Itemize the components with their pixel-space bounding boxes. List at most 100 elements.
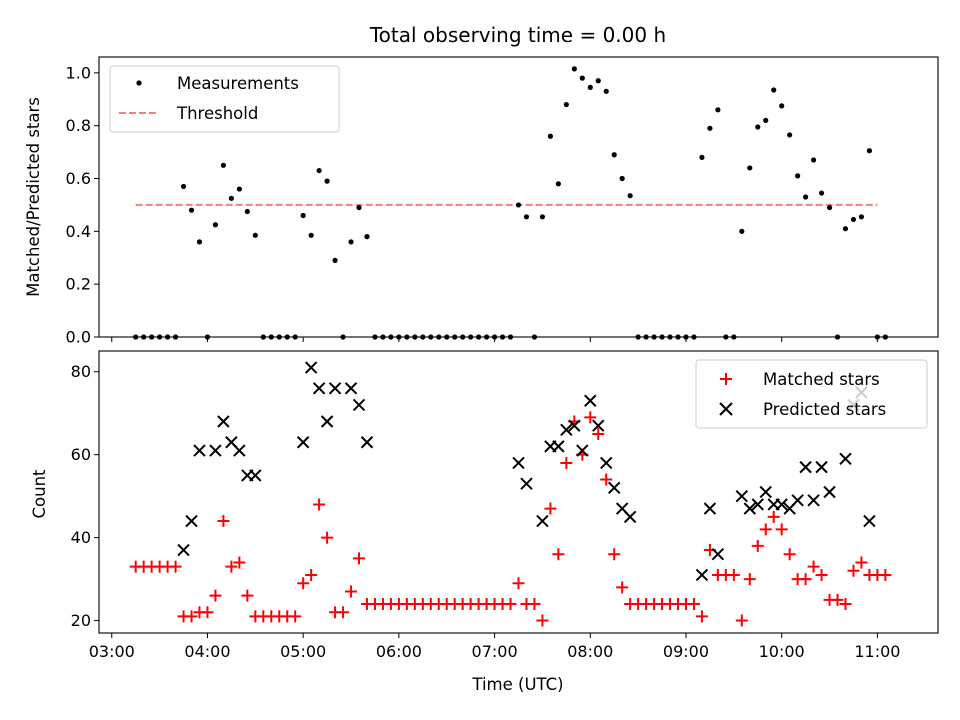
matched-star-point — [201, 606, 214, 619]
predicted-star-point — [807, 494, 820, 507]
matched-star-point — [504, 597, 517, 610]
top-y-tick-label: 0.8 — [66, 116, 91, 135]
predicted-star-point — [576, 444, 589, 457]
measurement-point — [571, 66, 577, 72]
measurement-point — [779, 103, 785, 109]
matched-star-point — [807, 560, 820, 573]
matched-star-point — [352, 552, 365, 565]
predicted-star-point — [536, 514, 549, 528]
top-x-ticks — [111, 337, 878, 342]
measurement-point — [547, 133, 554, 139]
legend-threshold-label: Threshold — [176, 104, 258, 123]
matched-star-point — [783, 548, 796, 561]
measurement-point — [332, 257, 338, 263]
predicted-star-point — [751, 498, 764, 511]
bottom-legend: Matched stars Predicted stars — [695, 359, 928, 429]
bottom-y-tick-label: 80 — [71, 362, 91, 381]
predicted-star-point — [791, 494, 804, 507]
matched-star-point — [297, 577, 310, 590]
measurement-point — [316, 167, 322, 174]
predicted-star-point — [520, 477, 533, 490]
matched-star-point — [321, 531, 334, 544]
predicted-star-point — [512, 456, 525, 470]
bottom-x-tick-label: 10:00 — [759, 642, 805, 661]
measurement-point — [603, 88, 609, 94]
matched-star-point — [241, 589, 254, 602]
measurement-point — [842, 226, 849, 232]
measurement-point — [771, 87, 777, 93]
bottom-x-tick-label: 03:00 — [89, 642, 135, 661]
matched-star-point — [839, 597, 852, 610]
top-y-tick-label: 0.4 — [66, 222, 91, 241]
predicted-star-point — [823, 485, 836, 499]
bottom-y-tick-label: 60 — [71, 445, 91, 464]
measurement-point — [324, 178, 330, 184]
matched-star-point — [775, 523, 788, 536]
matched-star-point — [767, 510, 780, 523]
predicted-star-point — [360, 436, 374, 449]
measurement-point — [715, 107, 721, 113]
top-y-axis-label: Matched/Predicted stars — [24, 97, 43, 297]
matched-star-point — [512, 577, 525, 590]
matched-star-point — [855, 556, 868, 569]
predicted-star-point — [328, 382, 342, 395]
measurement-point — [220, 162, 227, 168]
bottom-x-tick-label: 05:00 — [280, 642, 326, 661]
measurement-point — [619, 175, 625, 182]
predicted-star-point — [584, 394, 597, 407]
measurement-point — [308, 232, 314, 238]
measurement-point — [707, 125, 713, 131]
predicted-star-point — [344, 382, 358, 395]
predicted-star-point — [863, 514, 876, 528]
measurement-point — [188, 207, 195, 213]
matched-star-point — [536, 614, 549, 627]
top-plot-frame — [98, 56, 939, 338]
matched-star-point — [337, 606, 350, 619]
matched-star-point — [608, 548, 621, 561]
bottom-marks — [129, 361, 892, 627]
bottom-legend-box — [695, 359, 928, 429]
matched-star-point — [233, 556, 246, 569]
measurement-point — [228, 195, 234, 201]
matched-star-point — [225, 560, 238, 573]
measurement-point — [236, 186, 242, 192]
top-chart-title: Total observing time = 0.00 h — [369, 23, 666, 47]
predicted-star-point — [296, 436, 310, 449]
top-y-tick-label: 0.2 — [66, 275, 91, 294]
matched-star-point — [815, 568, 828, 581]
measurement-point — [252, 232, 258, 238]
predicted-star-point — [815, 460, 828, 474]
matched-star-point — [185, 610, 198, 623]
bottom-x-tick-label: 07:00 — [472, 642, 518, 661]
measurement-point — [803, 194, 809, 200]
top-y-tick-label: 0.0 — [66, 328, 91, 347]
measurement-point — [810, 157, 817, 163]
predicted-star-point — [839, 452, 852, 466]
matched-star-point — [687, 597, 700, 610]
predicted-star-point — [249, 469, 262, 482]
measurement-point — [244, 208, 250, 215]
predicted-star-point — [185, 514, 198, 528]
bottom-x-ticks: 03:00 04:00 05:00 06:00 07:00 08:00 09:00 10:00… — [89, 633, 900, 661]
measurement-point — [850, 216, 857, 223]
matched-star-point — [552, 548, 565, 561]
matched-star-point — [743, 573, 756, 586]
predicted-star-point — [568, 419, 581, 432]
measurement-point — [348, 239, 354, 245]
matched-star-point — [616, 581, 629, 594]
measurement-point — [523, 214, 530, 220]
measurement-point — [180, 183, 187, 190]
top-marks — [133, 66, 888, 340]
predicted-star-point — [233, 444, 246, 457]
measurement-point — [587, 84, 593, 90]
predicted-star-point — [320, 415, 334, 428]
predicted-star-point — [735, 489, 749, 503]
legend-predicted-label: Predicted stars — [763, 400, 886, 419]
matched-star-point — [169, 560, 182, 573]
legend-measurements-marker — [136, 80, 142, 86]
predicted-star-point — [695, 568, 709, 582]
measurement-point — [818, 190, 825, 196]
matched-star-point — [217, 515, 230, 528]
predicted-star-point — [193, 444, 206, 457]
